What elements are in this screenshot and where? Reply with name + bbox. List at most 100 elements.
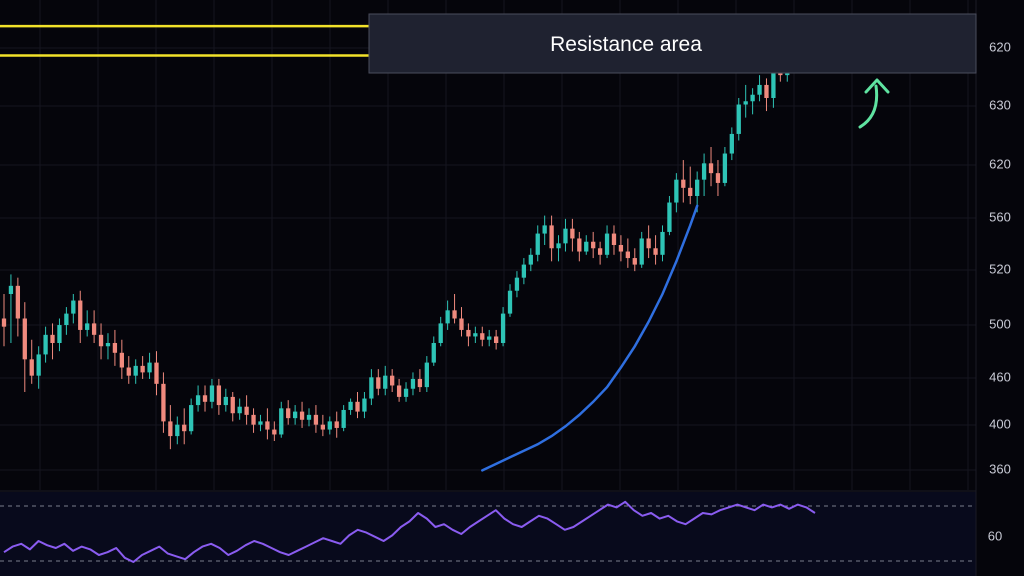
candlestick (410, 372, 416, 396)
candle-body (279, 408, 284, 435)
price-tick-label: 560 (989, 209, 1011, 224)
candlestick (403, 382, 409, 402)
candle-body (667, 202, 672, 232)
price-tick-label: 460 (989, 369, 1011, 384)
candle-body (542, 225, 547, 234)
candlestick (244, 395, 249, 425)
candle-body (202, 395, 208, 402)
candlestick (306, 408, 312, 427)
candlestick (750, 88, 755, 115)
candle-body (189, 405, 194, 432)
candlestick (369, 369, 374, 406)
candlestick (292, 405, 298, 425)
candlestick (98, 323, 104, 360)
price-tick-label: 500 (989, 316, 1011, 331)
candle-body (431, 343, 436, 363)
candlestick (64, 307, 69, 335)
candlestick (396, 378, 402, 402)
candlestick (182, 408, 187, 445)
candle-body (396, 385, 402, 397)
candlestick (722, 147, 728, 187)
resistance-area-label: Resistance area (550, 33, 702, 56)
oscillator-panel-background (0, 492, 976, 576)
candlestick (715, 160, 721, 196)
candle-body (535, 233, 540, 255)
candle-body (168, 421, 173, 437)
candlestick (528, 248, 533, 272)
candlestick (57, 318, 62, 352)
candle-body (286, 408, 291, 419)
candle-body (216, 385, 222, 406)
candlestick (674, 173, 679, 213)
candle-body (376, 377, 381, 389)
candle-body (306, 414, 312, 420)
candle-body (750, 94, 755, 102)
resistance-area-box[interactable] (368, 13, 977, 74)
candlestick (667, 196, 672, 236)
candle-body (390, 375, 395, 386)
candlesticks (1, 16, 818, 450)
candle-body (383, 375, 388, 389)
candle-body (112, 343, 118, 353)
candle-body (64, 313, 69, 326)
candle-body (604, 233, 610, 255)
candle-body (591, 241, 596, 249)
candle-body (244, 406, 249, 415)
candle-body (71, 300, 76, 314)
candlestick (348, 398, 353, 415)
candle-body (570, 228, 575, 239)
candlestick (563, 218, 568, 252)
candlestick (736, 98, 741, 141)
price-tick-label: 630 (989, 97, 1011, 112)
candlestick (542, 215, 547, 245)
price-tick-label: 620 (989, 39, 1011, 54)
candlestick (140, 356, 145, 379)
candle-body (466, 329, 471, 337)
candle-body (8, 285, 14, 294)
candlestick (50, 323, 55, 360)
candlestick (417, 369, 423, 392)
candlestick (660, 225, 665, 262)
candlestick (487, 329, 492, 347)
candlestick (681, 160, 686, 203)
candle-body (771, 55, 776, 98)
candle-body (147, 362, 152, 373)
candlestick (320, 414, 326, 437)
candlestick (362, 392, 367, 419)
candlestick (223, 388, 228, 412)
candle-body (764, 84, 769, 98)
candle-body (292, 411, 298, 419)
candlestick (22, 302, 27, 392)
candlestick (473, 326, 478, 343)
candlestick (632, 248, 637, 272)
candlestick (493, 329, 499, 350)
candle-body (410, 378, 416, 389)
candle-body (91, 323, 97, 335)
price-tick-label: 620 (989, 156, 1011, 171)
candlestick (216, 378, 222, 415)
candlestick (126, 356, 131, 384)
price-axis-labels: 620 630 620 560 520 500 460 400 360 (989, 39, 1011, 476)
candlestick (91, 310, 97, 343)
candle-body (327, 421, 332, 430)
candlestick (112, 329, 118, 366)
candle-body (15, 285, 21, 319)
candle-body (611, 233, 617, 245)
candle-body (119, 352, 124, 368)
candlestick (459, 307, 464, 337)
candlestick (611, 225, 617, 255)
candle-body (369, 377, 374, 399)
candle-body (182, 424, 187, 432)
candle-body (708, 163, 714, 174)
candle-body (556, 243, 561, 249)
candle-body (653, 248, 658, 255)
candle-body (140, 365, 145, 373)
candlestick (424, 356, 429, 392)
candlestick (258, 414, 263, 432)
candle-body (320, 424, 326, 430)
candlestick (15, 277, 21, 337)
candle-body (487, 336, 492, 340)
candlestick (334, 411, 339, 438)
